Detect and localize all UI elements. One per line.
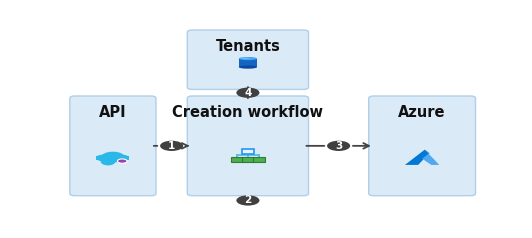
FancyBboxPatch shape — [187, 96, 309, 196]
Text: 1: 1 — [168, 141, 175, 151]
FancyBboxPatch shape — [369, 96, 476, 196]
Ellipse shape — [239, 65, 257, 69]
Text: Creation workflow: Creation workflow — [172, 105, 323, 120]
Text: API: API — [99, 105, 127, 120]
Circle shape — [118, 159, 127, 163]
Circle shape — [160, 141, 183, 151]
Polygon shape — [405, 150, 429, 165]
Circle shape — [102, 152, 124, 162]
Circle shape — [327, 141, 350, 151]
Text: Tenants: Tenants — [215, 39, 280, 54]
Circle shape — [236, 88, 260, 98]
FancyBboxPatch shape — [187, 30, 309, 89]
FancyBboxPatch shape — [242, 149, 254, 154]
FancyBboxPatch shape — [230, 157, 243, 162]
FancyBboxPatch shape — [242, 157, 254, 162]
Ellipse shape — [239, 57, 257, 60]
Ellipse shape — [241, 58, 250, 59]
Circle shape — [236, 195, 260, 206]
Text: Azure: Azure — [398, 105, 446, 120]
FancyBboxPatch shape — [253, 157, 265, 162]
Circle shape — [98, 154, 119, 163]
Text: 3: 3 — [335, 141, 342, 151]
Polygon shape — [422, 150, 439, 165]
Circle shape — [114, 154, 129, 161]
Circle shape — [96, 154, 111, 161]
Circle shape — [109, 155, 126, 162]
Bar — [96, 156, 129, 160]
Bar — [239, 59, 257, 67]
Text: 2: 2 — [244, 195, 252, 205]
Text: 4: 4 — [244, 88, 252, 98]
FancyBboxPatch shape — [70, 96, 156, 196]
